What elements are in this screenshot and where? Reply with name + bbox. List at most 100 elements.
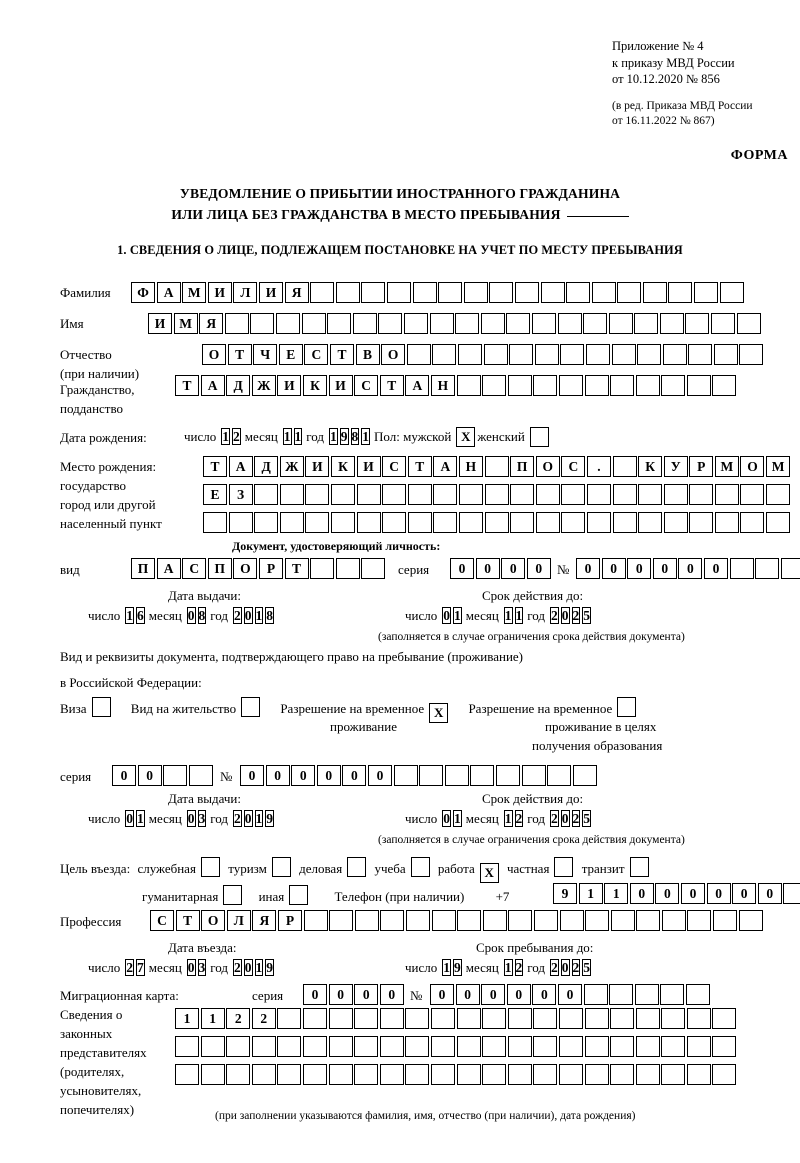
char-cell[interactable]: 1 [221, 428, 231, 445]
char-cell[interactable]: М [714, 456, 739, 477]
char-cell[interactable]: 0 [243, 607, 253, 624]
char-cell[interactable] [766, 484, 791, 505]
char-cell[interactable]: Р [689, 456, 714, 477]
char-cell[interactable]: Т [407, 456, 432, 477]
char-cell[interactable] [766, 512, 791, 533]
char-cell[interactable]: 9 [265, 810, 275, 827]
char-cell[interactable] [455, 313, 480, 334]
char-cell[interactable] [610, 910, 635, 931]
char-cell[interactable]: 0 [291, 765, 316, 786]
char-cell[interactable]: 0 [601, 558, 626, 579]
char-cell[interactable] [584, 1064, 609, 1085]
char-cell[interactable]: Ж [251, 375, 276, 396]
sex-female-checkbox[interactable] [529, 426, 549, 447]
char-cell[interactable]: Т [203, 456, 227, 477]
char-cell[interactable]: С [304, 344, 329, 365]
char-cell[interactable] [533, 910, 558, 931]
char-cell[interactable] [482, 910, 507, 931]
char-cell[interactable] [335, 282, 360, 303]
char-cell[interactable] [405, 910, 430, 931]
char-cell[interactable]: Ф [131, 282, 155, 303]
char-cell[interactable] [438, 282, 463, 303]
legal-reps-row-3[interactable] [175, 1064, 738, 1085]
char-cell[interactable] [689, 512, 714, 533]
char-cell[interactable]: 9 [553, 883, 577, 904]
char-cell[interactable] [686, 1008, 711, 1029]
char-cell[interactable]: 1 [254, 607, 264, 624]
char-cell[interactable] [508, 910, 533, 931]
char-cell[interactable] [558, 1008, 583, 1029]
char-cell[interactable]: 0 [316, 765, 341, 786]
char-cell[interactable]: 2 [125, 959, 135, 976]
char-cell[interactable] [558, 1064, 583, 1085]
char-cell[interactable]: 0 [240, 765, 264, 786]
char-cell[interactable] [561, 512, 586, 533]
char-cell[interactable]: 2 [233, 810, 242, 827]
char-cell[interactable] [507, 1064, 532, 1085]
char-cell[interactable] [305, 512, 330, 533]
char-cell[interactable] [356, 512, 381, 533]
char-cell[interactable] [430, 1064, 455, 1085]
char-cell[interactable]: 0 [732, 883, 757, 904]
char-cell[interactable]: Т [329, 344, 354, 365]
char-cell[interactable] [254, 512, 279, 533]
char-cell[interactable]: Т [175, 910, 200, 931]
char-cell[interactable]: 1 [293, 428, 303, 445]
char-cell[interactable] [457, 344, 482, 365]
char-cell[interactable]: Д [254, 456, 279, 477]
char-cell[interactable] [719, 282, 744, 303]
char-cell[interactable] [251, 1064, 276, 1085]
char-cell[interactable] [458, 512, 483, 533]
char-cell[interactable] [277, 1036, 302, 1057]
char-cell[interactable] [329, 910, 354, 931]
char-cell[interactable] [382, 512, 407, 533]
char-cell[interactable] [533, 1064, 558, 1085]
char-cell[interactable] [509, 344, 534, 365]
char-cell[interactable] [302, 1008, 327, 1029]
char-cell[interactable] [354, 910, 379, 931]
char-cell[interactable] [406, 344, 431, 365]
char-cell[interactable] [463, 282, 488, 303]
char-cell[interactable] [780, 558, 800, 579]
char-cell[interactable]: 9 [339, 428, 349, 445]
char-cell[interactable] [687, 910, 712, 931]
char-cell[interactable]: 0 [703, 558, 728, 579]
char-cell[interactable] [482, 1064, 507, 1085]
char-cell[interactable] [327, 313, 352, 334]
char-cell[interactable] [561, 484, 586, 505]
char-cell[interactable]: 3 [197, 959, 207, 976]
char-cell[interactable]: М [766, 456, 791, 477]
char-cell[interactable]: 0 [629, 883, 654, 904]
char-cell[interactable]: 0 [501, 558, 526, 579]
char-cell[interactable] [712, 375, 737, 396]
char-cell[interactable]: 0 [560, 959, 570, 976]
char-cell[interactable]: 2 [550, 810, 559, 827]
char-cell[interactable] [585, 910, 610, 931]
char-cell[interactable] [642, 282, 667, 303]
char-cell[interactable]: 2 [550, 607, 559, 624]
char-cell[interactable] [379, 1064, 404, 1085]
char-cell[interactable] [610, 1064, 635, 1085]
char-cell[interactable]: П [131, 558, 155, 579]
char-cell[interactable] [608, 313, 633, 334]
stay-document-options[interactable]: Виза Вид на жительство Разрешение на вре… [60, 697, 641, 723]
char-cell[interactable]: П [207, 558, 232, 579]
char-cell[interactable] [617, 282, 642, 303]
char-cell[interactable]: М [173, 313, 198, 334]
char-cell[interactable] [547, 765, 572, 786]
char-cell[interactable] [482, 375, 507, 396]
char-cell[interactable] [432, 344, 457, 365]
char-cell[interactable]: Т [379, 375, 404, 396]
